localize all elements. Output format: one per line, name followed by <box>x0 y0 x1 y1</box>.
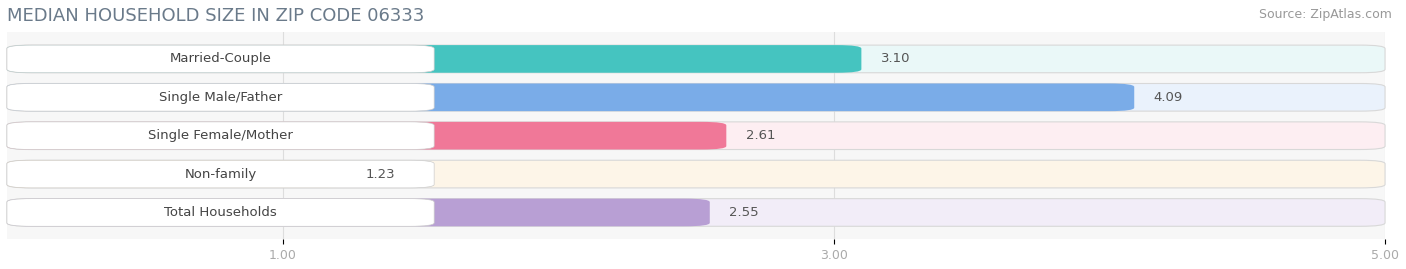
FancyBboxPatch shape <box>7 122 1385 150</box>
Text: Single Male/Father: Single Male/Father <box>159 91 283 104</box>
FancyBboxPatch shape <box>7 45 434 73</box>
Text: 1.23: 1.23 <box>366 168 395 180</box>
Text: Source: ZipAtlas.com: Source: ZipAtlas.com <box>1258 8 1392 21</box>
Text: 2.55: 2.55 <box>730 206 759 219</box>
FancyBboxPatch shape <box>7 45 1385 73</box>
Text: Non-family: Non-family <box>184 168 257 180</box>
Text: 3.10: 3.10 <box>880 52 910 65</box>
FancyBboxPatch shape <box>7 122 727 150</box>
FancyBboxPatch shape <box>7 199 710 226</box>
FancyBboxPatch shape <box>7 199 1385 226</box>
Text: MEDIAN HOUSEHOLD SIZE IN ZIP CODE 06333: MEDIAN HOUSEHOLD SIZE IN ZIP CODE 06333 <box>7 7 425 25</box>
Text: Total Households: Total Households <box>165 206 277 219</box>
FancyBboxPatch shape <box>7 160 434 188</box>
Text: Single Female/Mother: Single Female/Mother <box>148 129 292 142</box>
FancyBboxPatch shape <box>7 199 434 226</box>
Text: 4.09: 4.09 <box>1153 91 1182 104</box>
FancyBboxPatch shape <box>7 160 1385 188</box>
FancyBboxPatch shape <box>7 83 434 111</box>
Text: 2.61: 2.61 <box>745 129 775 142</box>
FancyBboxPatch shape <box>7 83 1385 111</box>
Text: Married-Couple: Married-Couple <box>170 52 271 65</box>
FancyBboxPatch shape <box>7 160 346 188</box>
FancyBboxPatch shape <box>7 83 1135 111</box>
FancyBboxPatch shape <box>7 122 434 150</box>
FancyBboxPatch shape <box>7 45 862 73</box>
